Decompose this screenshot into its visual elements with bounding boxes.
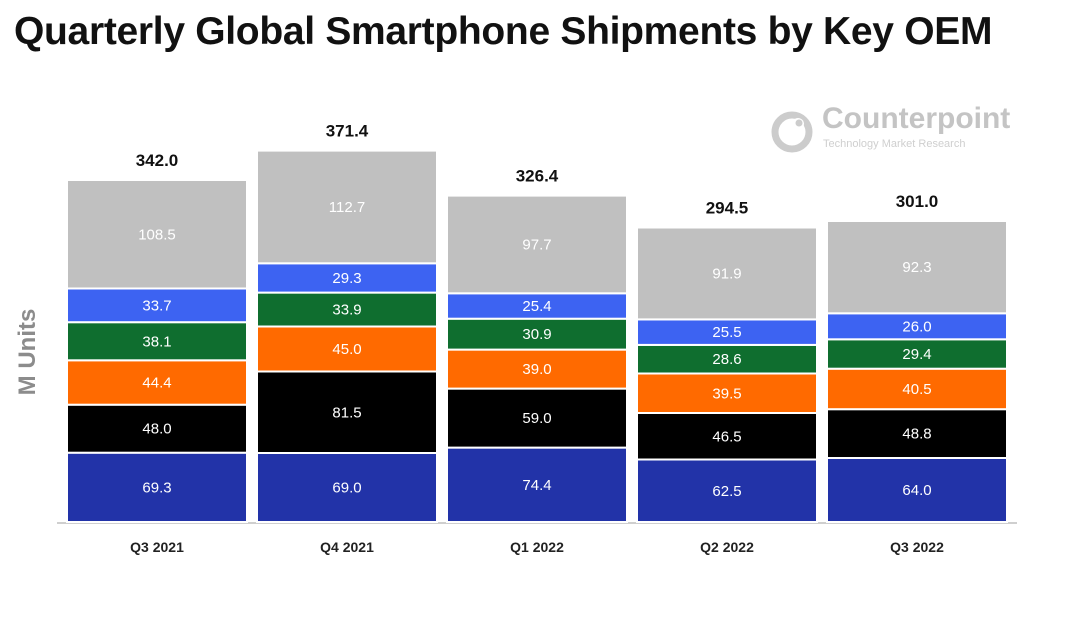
bar-segment-q4-2021-s2	[256, 325, 438, 373]
data-label-q1-2022-s0: 74.4	[522, 477, 551, 494]
data-label-q4-2021-s3: 33.9	[332, 302, 361, 319]
data-label-q1-2022-s5: 97.7	[522, 236, 551, 253]
bar-segment-q3-2022-s3	[826, 338, 1008, 370]
bar-segment-q1-2022-s3	[446, 317, 628, 351]
data-label-q4-2021-s4: 29.3	[332, 270, 361, 287]
bar-segment-q3-2021-s2	[66, 359, 248, 406]
data-label-q3-2022-s0: 64.0	[902, 482, 931, 499]
data-label-q3-2021-s5: 108.5	[138, 226, 176, 243]
x-tick-label-q2-2022: Q2 2022	[700, 539, 754, 555]
bar-segment-q3-2021-s0	[66, 451, 248, 524]
data-label-q2-2022-s3: 28.6	[712, 351, 741, 368]
bar-segment-q3-2022-s5	[826, 220, 1008, 315]
bar-segment-q4-2021-s0	[256, 452, 438, 523]
x-tick-label-q4-2021: Q4 2021	[320, 539, 374, 555]
bar-segment-q1-2022-s4	[446, 292, 628, 320]
total-label-q2-2022: 294.5	[706, 199, 749, 218]
bar-segment-q2-2022-s2	[636, 372, 818, 414]
bar-segment-q1-2022-s1	[446, 387, 628, 449]
data-label-q4-2021-s2: 45.0	[332, 341, 361, 358]
total-label-q3-2022: 301.0	[896, 192, 939, 211]
data-label-q4-2021-s5: 112.7	[329, 199, 365, 216]
bar-segment-q2-2022-s5	[636, 226, 818, 321]
chart-title: Quarterly Global Smartphone Shipments by…	[14, 10, 993, 53]
bar-segment-q3-2022-s0	[826, 457, 1008, 523]
bar-segment-q1-2022-s0	[446, 446, 628, 524]
bar-segment-q4-2021-s5	[256, 149, 438, 265]
x-tick-label-q3-2021: Q3 2021	[130, 539, 184, 555]
bar-segment-q3-2021-s4	[66, 287, 248, 324]
bar-segment-q3-2021-s5	[66, 179, 248, 290]
bar-segment-q1-2022-s5	[446, 194, 628, 295]
data-label-q1-2022-s1: 59.0	[522, 410, 551, 427]
data-label-q3-2021-s3: 38.1	[142, 333, 171, 350]
data-label-q1-2022-s3: 30.9	[522, 326, 551, 343]
total-label-q1-2022: 326.4	[516, 167, 559, 186]
data-label-q2-2022-s4: 25.5	[712, 324, 741, 341]
data-label-q3-2021-s2: 44.4	[142, 375, 171, 392]
watermark-name: Counterpoint	[822, 102, 1011, 135]
data-label-q2-2022-s1: 46.5	[712, 428, 741, 445]
x-tick-label-q1-2022: Q1 2022	[510, 539, 564, 555]
data-label-q1-2022-s4: 25.4	[522, 298, 551, 315]
data-label-q4-2021-s0: 69.0	[332, 480, 361, 497]
data-label-q2-2022-s5: 91.9	[712, 265, 741, 282]
data-label-q3-2022-s5: 92.3	[902, 259, 931, 276]
data-label-q3-2022-s2: 40.5	[902, 381, 931, 398]
data-label-q3-2021-s1: 48.0	[142, 421, 171, 438]
data-label-q2-2022-s0: 62.5	[712, 483, 741, 500]
data-label-q3-2022-s3: 29.4	[902, 346, 931, 363]
total-label-q3-2021: 342.0	[136, 151, 179, 170]
data-label-q3-2021-s0: 69.3	[142, 479, 171, 496]
counterpoint-logo-icon	[771, 111, 813, 153]
bar-segment-q4-2021-s1	[256, 370, 438, 454]
data-label-q3-2021-s4: 33.7	[142, 297, 171, 314]
bar-segment-q2-2022-s0	[636, 458, 818, 523]
total-label-q4-2021: 371.4	[326, 122, 369, 141]
data-label-q3-2022-s1: 48.8	[902, 426, 931, 443]
x-tick-label-q3-2022: Q3 2022	[890, 539, 944, 555]
watermark-tagline: Technology Market Research	[823, 138, 966, 150]
data-label-q3-2022-s4: 26.0	[902, 318, 931, 335]
bar-segment-q2-2022-s1	[636, 412, 818, 461]
counterpoint-watermark: Counterpoint Technology Market Research	[766, 102, 1026, 162]
data-label-q2-2022-s2: 39.5	[712, 385, 741, 402]
data-label-q1-2022-s2: 39.0	[522, 361, 551, 378]
bar-segment-q3-2022-s2	[826, 367, 1008, 411]
bar-segment-q3-2022-s1	[826, 408, 1008, 460]
data-label-q4-2021-s1: 81.5	[332, 404, 361, 421]
bar-segment-q4-2021-s4	[256, 262, 438, 294]
